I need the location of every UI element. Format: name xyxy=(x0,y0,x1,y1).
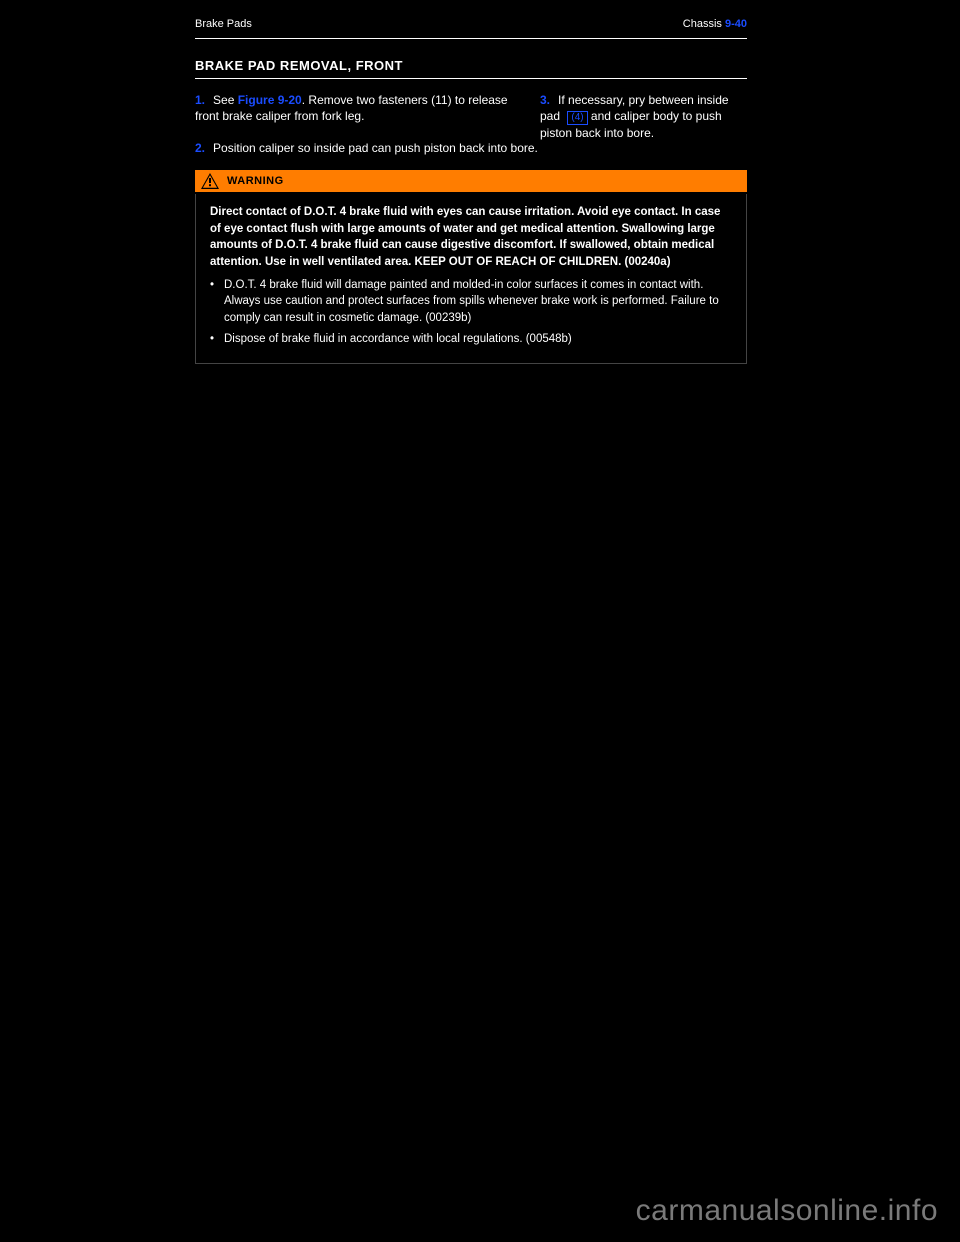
warning-bullet: Dispose of brake fluid in accordance wit… xyxy=(210,331,732,348)
header-section: Chassis 9-40 xyxy=(683,18,747,30)
header-section-label: Chassis xyxy=(683,18,725,30)
header-divider xyxy=(195,38,747,39)
figure-link[interactable]: Figure 9-20 xyxy=(238,93,302,107)
warning-header: WARNING xyxy=(195,170,747,192)
warning-bullet: D.O.T. 4 brake fluid will damage painted… xyxy=(210,277,732,327)
step-3-partial: 3.If necessary, pry between inside pad (… xyxy=(540,92,750,141)
step-number: 3. xyxy=(540,93,550,107)
section-divider xyxy=(195,78,747,79)
section-title: BRAKE PAD REMOVAL, FRONT xyxy=(195,58,403,73)
step-1: 1.See Figure 9-20. Remove two fasteners … xyxy=(195,92,515,124)
step-text-pre: See xyxy=(213,93,238,107)
step-number: 1. xyxy=(195,93,205,107)
warning-list: D.O.T. 4 brake fluid will damage painted… xyxy=(210,277,732,348)
warning-body: Direct contact of D.O.T. 4 brake fluid w… xyxy=(195,194,747,364)
step-number: 2. xyxy=(195,141,205,155)
warning-lead: Direct contact of D.O.T. 4 brake fluid w… xyxy=(210,204,732,271)
header-page-link[interactable]: 9-40 xyxy=(725,18,747,30)
step-2: 2. Position caliper so inside pad can pus… xyxy=(195,140,747,156)
manual-page: Brake Pads Chassis 9-40 BRAKE PAD REMOVA… xyxy=(0,0,960,1242)
header-topic: Brake Pads xyxy=(195,18,252,30)
step-text: Position caliper so inside pad can push … xyxy=(213,141,538,155)
callout-ref[interactable]: (4) xyxy=(567,111,587,125)
warning-label: WARNING xyxy=(227,175,284,187)
watermark: carmanualsonline.info xyxy=(636,1194,938,1228)
warning-icon xyxy=(201,173,219,189)
